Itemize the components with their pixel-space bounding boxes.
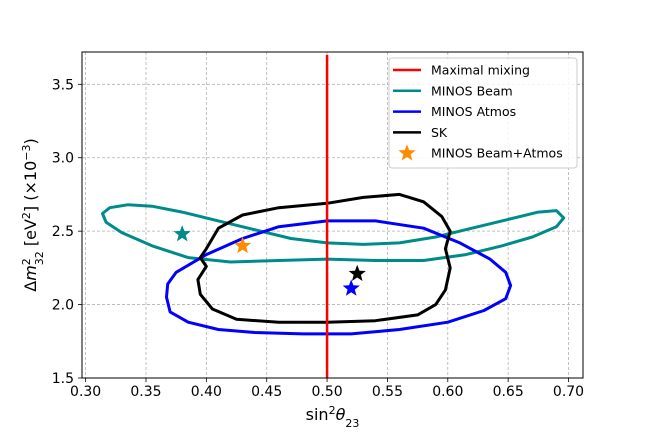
x-tick-label: 0.55 — [372, 384, 403, 400]
legend-label-maximal-mixing: Maximal mixing — [431, 63, 530, 78]
x-tick-label: 0.40 — [191, 384, 222, 400]
x-tick-label: 0.65 — [493, 384, 524, 400]
legend-label-sk: SK — [431, 125, 448, 140]
legend-label-minos-atmos: MINOS Atmos — [431, 104, 516, 119]
y-tick-label: 1.5 — [52, 371, 74, 387]
x-tick-label: 0.60 — [432, 384, 463, 400]
legend: Maximal mixing MINOS Beam MINOS Atmos SK MIN… — [388, 57, 578, 169]
x-tick-label: 0.70 — [553, 384, 584, 400]
y-tick-label: 3.0 — [52, 151, 74, 167]
y-tick-label: 2.0 — [52, 298, 74, 314]
best-fit-star-minos-beam — [173, 225, 191, 242]
best-fit-star-minos-atmos — [342, 279, 360, 296]
y-tick-label: 3.5 — [52, 77, 74, 93]
legend-label-minos-beam: MINOS Beam — [431, 83, 513, 98]
y-tick-label: 2.5 — [52, 224, 74, 240]
x-tick-label: 0.30 — [70, 384, 101, 400]
legend-box — [388, 57, 578, 169]
x-tick-label: 0.35 — [130, 384, 161, 400]
x-axis-label: sin2θ23 — [306, 404, 360, 430]
axes-frame — [81, 51, 584, 379]
best-fit-star-sk — [348, 264, 366, 281]
y-axis-label: Δm232 [eV2] (×10−3) — [20, 138, 46, 291]
plot-area — [101, 54, 566, 378]
legend-star-minos-beam-atmos — [398, 144, 416, 161]
x-tick-label: 0.50 — [311, 384, 342, 400]
best-fit-star-minos-beam-atmos — [234, 236, 252, 254]
contour-minos-atmos — [165, 219, 513, 336]
contour-minos-beam — [101, 203, 566, 264]
legend-label-minos-beam-atmos: MINOS Beam+Atmos — [431, 146, 563, 161]
x-tick-label: 0.45 — [251, 384, 282, 400]
axis-ticks: 0.30 0.35 0.40 0.45 0.50 0.55 0.60 0.65 0.70 1.5 2… — [52, 77, 584, 400]
